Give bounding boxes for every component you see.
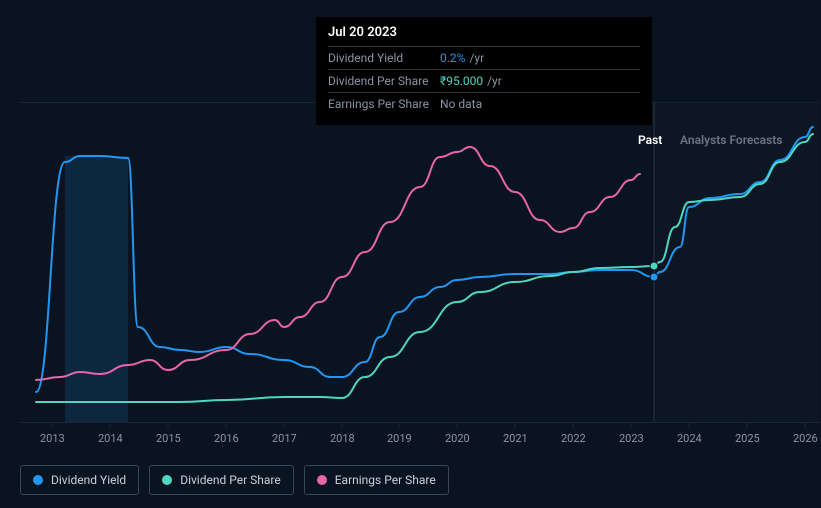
chart-plot-area[interactable] [20,102,820,452]
x-axis-tick: 2017 [272,432,297,445]
x-axis-tick: 2016 [214,432,239,445]
past-text: Past [638,133,662,147]
forecast-text: Analysts Forecasts [680,133,782,147]
x-axis-tick: 2013 [40,432,65,445]
tooltip-row: Earnings Per Share No data [328,92,640,115]
legend-label: Dividend Yield [51,473,126,487]
tooltip-date: Jul 20 2023 [328,25,640,46]
legend-dividend-per-share[interactable]: Dividend Per Share [149,465,294,495]
legend-dividend-yield[interactable]: Dividend Yield [20,465,139,495]
tooltip-label: Dividend Per Share [328,74,440,88]
x-axis-tick: 2021 [503,432,528,445]
legend-dot-icon [317,475,327,485]
x-axis-tick: 2025 [735,432,760,445]
x-axis-tick: 2026 [793,432,818,445]
tooltip-row: Dividend Per Share ₹95.000/yr [328,69,640,92]
tooltip-unit: /yr [469,51,484,65]
x-axis-tick: 2022 [561,432,586,445]
x-axis-tick: 2014 [98,432,123,445]
tooltip-value: No data [440,97,482,111]
legend-earnings-per-share[interactable]: Earnings Per Share [304,465,449,495]
tooltip-label: Earnings Per Share [328,97,440,111]
tooltip-unit: /yr [487,74,502,88]
chart-legend: Dividend Yield Dividend Per Share Earnin… [20,465,449,495]
x-axis-tick: 2019 [387,432,412,445]
forecast-label: Analysts Forecasts [680,133,782,147]
legend-label: Dividend Per Share [180,473,281,487]
tooltip-label: Dividend Yield [328,51,440,65]
x-axis-tick: 2015 [156,432,181,445]
line-chart-svg [20,102,820,428]
x-axis-tick: 2023 [619,432,644,445]
chart-tooltip: Jul 20 2023 Dividend Yield 0.2% /yr Divid… [316,17,652,125]
legend-dot-icon [33,475,43,485]
past-label: Past [638,133,662,147]
legend-dot-icon [162,475,172,485]
x-axis-tick: 2020 [445,432,470,445]
x-axis-tick: 2024 [677,432,702,445]
tooltip-value: 0.2% [440,51,465,65]
tooltip-value: ₹95.000 [440,74,483,88]
tooltip-row: Dividend Yield 0.2% /yr [328,46,640,69]
x-axis-tick: 2018 [330,432,355,445]
legend-label: Earnings Per Share [335,473,436,487]
